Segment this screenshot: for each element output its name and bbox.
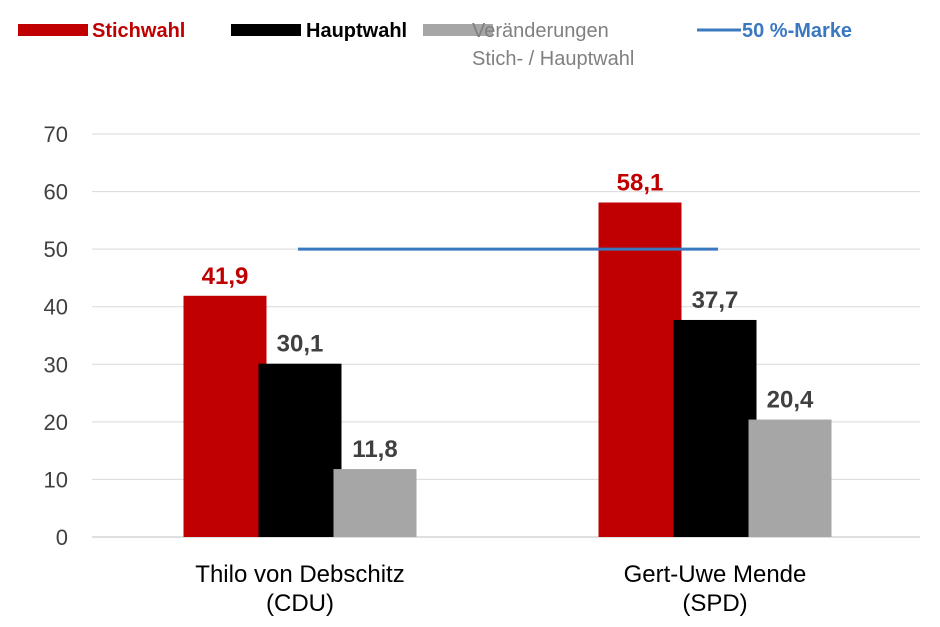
legend-label: Veränderungen <box>472 20 609 42</box>
bar <box>748 419 832 537</box>
legend-swatch <box>231 24 301 36</box>
data-label: 30,1 <box>277 331 324 358</box>
bar <box>598 202 682 537</box>
bar <box>333 469 417 537</box>
legend: Stichwahl Hauptwahl Veränderungen Stich- / … <box>18 20 852 70</box>
legend-swatch <box>18 24 88 36</box>
y-tick-label: 70 <box>44 122 68 147</box>
category-label: (CDU) <box>266 590 334 617</box>
legend-swatch <box>423 24 493 36</box>
data-label: 58,1 <box>617 170 664 197</box>
data-label: 37,7 <box>692 287 739 314</box>
y-axis: 0 10 20 30 40 50 60 70 <box>44 122 68 550</box>
bar <box>258 363 342 537</box>
data-labels: 41,9 58,1 30,1 37,7 11,8 20,4 <box>202 170 814 464</box>
data-label: 41,9 <box>202 263 249 290</box>
bar <box>183 295 267 537</box>
y-tick-label: 0 <box>56 525 68 550</box>
category-label: Gert-Uwe Mende <box>624 561 807 588</box>
legend-label: Stichwahl <box>92 20 185 42</box>
legend-label: Hauptwahl <box>306 20 407 42</box>
legend-label: Stich- / Hauptwahl <box>472 48 634 70</box>
y-tick-label: 60 <box>44 180 68 205</box>
y-tick-label: 20 <box>44 410 68 435</box>
y-tick-label: 50 <box>44 237 68 262</box>
data-label: 11,8 <box>352 436 397 463</box>
x-axis: Thilo von Debschitz(CDU) Gert-Uwe Mende(S… <box>195 561 806 617</box>
category-label: Thilo von Debschitz <box>195 561 404 588</box>
y-tick-label: 30 <box>44 352 68 377</box>
category-label: (SPD) <box>682 590 747 617</box>
bar <box>673 319 757 537</box>
bars <box>183 202 832 537</box>
data-label: 20,4 <box>767 387 814 414</box>
y-tick-label: 10 <box>44 467 68 492</box>
y-tick-label: 40 <box>44 295 68 320</box>
legend-label: 50 %-Marke <box>742 20 852 42</box>
